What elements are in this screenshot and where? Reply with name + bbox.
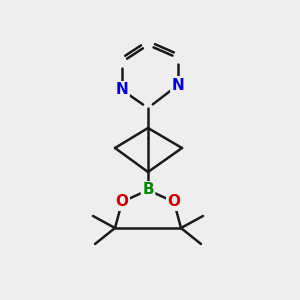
Text: N: N xyxy=(116,82,128,98)
Text: N: N xyxy=(172,77,184,92)
Text: O: O xyxy=(167,194,181,209)
Text: O: O xyxy=(116,194,128,209)
Text: B: B xyxy=(142,182,154,197)
